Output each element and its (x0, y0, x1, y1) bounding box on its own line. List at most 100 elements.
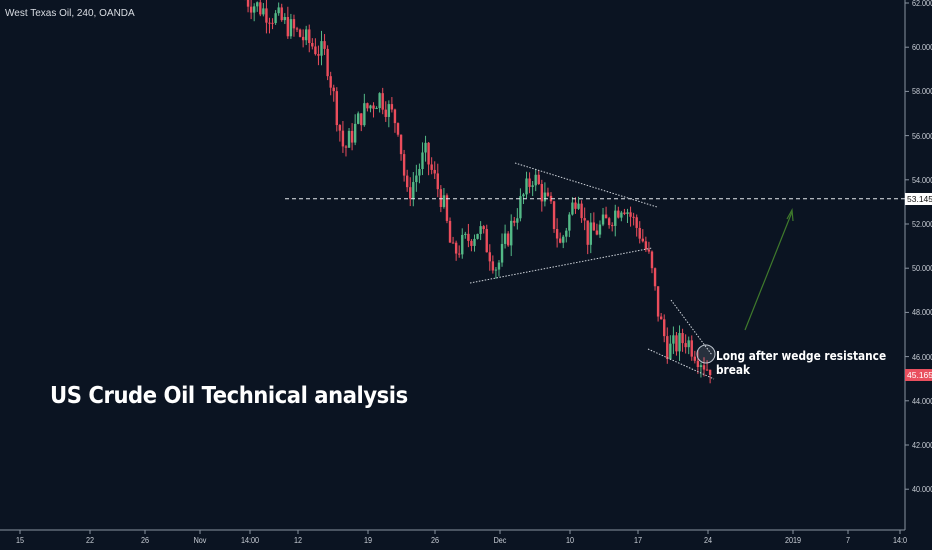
candle-up (375, 108, 378, 110)
candle-down (271, 22, 274, 24)
candle-down (470, 240, 473, 246)
candle-down (540, 184, 544, 202)
candle-down (341, 130, 345, 147)
chart-title: US Crude Oil Technical analysis (50, 383, 408, 409)
candle-down (259, 2, 262, 15)
candle-down (298, 29, 302, 37)
price-tick-label: 42.000 (912, 440, 932, 450)
candle-up (274, 13, 277, 24)
time-tick-label: 15 (15, 535, 25, 545)
candle-down (708, 369, 712, 376)
time-tick-label: 14:00 (240, 535, 260, 545)
candle-up (500, 243, 504, 263)
candle-down (350, 130, 354, 143)
candle-down (653, 268, 657, 287)
candle-down (506, 233, 510, 246)
candle-down (317, 54, 320, 56)
candle-up (289, 19, 293, 37)
candle-up (534, 174, 537, 186)
candle-down (684, 343, 687, 348)
price-tick-label: 52.000 (912, 219, 932, 229)
time-tick-label: 2019 (784, 535, 802, 545)
candle-up (252, 6, 256, 13)
candle-down (595, 230, 599, 235)
candle-down (647, 249, 651, 252)
candle-down (335, 91, 338, 126)
candle-up (415, 175, 418, 183)
candle-up (589, 222, 592, 245)
candle-up (497, 262, 501, 270)
candle-down (552, 201, 556, 229)
candle-down (702, 365, 706, 370)
time-tick-label: 12 (293, 535, 303, 545)
candle-down (301, 36, 305, 41)
candle-down (546, 192, 550, 196)
candle-down (451, 242, 455, 244)
candle-down (467, 233, 470, 241)
time-tick-label: Nov (193, 535, 207, 545)
candle-up (565, 230, 568, 237)
candle-up (412, 182, 415, 199)
price-tick-label: 58.000 (912, 86, 932, 97)
candle-down (314, 46, 317, 55)
price-tick-label: 60.000 (912, 42, 932, 53)
wedge-upper-line (670, 299, 713, 356)
candle-up (353, 123, 357, 143)
candle-up (678, 333, 681, 352)
candle-down (381, 93, 384, 110)
candle-down (268, 22, 271, 24)
candle-up (519, 196, 522, 219)
candle-down (604, 214, 608, 219)
time-tick-label: 19 (363, 535, 373, 545)
candle-up (503, 233, 507, 244)
candle-up (620, 212, 623, 218)
price-tick-label: 40.000 (912, 484, 932, 495)
annotation-text: Long after wedge resistance break (716, 349, 887, 377)
candle-down (249, 6, 253, 13)
candle-up (283, 17, 286, 21)
candle-up (577, 203, 580, 209)
candle-down (617, 210, 620, 218)
candle-down (344, 146, 348, 148)
time-tick-label: 24 (703, 535, 713, 545)
candle-down (409, 187, 412, 199)
candle-down (611, 225, 614, 227)
candle-up (525, 178, 528, 195)
candle-down (405, 175, 409, 188)
candle-down (402, 154, 406, 176)
candle-down (430, 164, 433, 170)
candle-up (424, 142, 427, 153)
candle-up (418, 169, 421, 176)
candle-down (681, 333, 684, 344)
price-tick-label: 50.000 (912, 263, 932, 274)
candle-down (482, 226, 485, 230)
triangle-lower-line (469, 247, 653, 284)
candle-up (562, 236, 565, 243)
candle-down (329, 76, 332, 88)
price-tick-label: 62.000 (912, 0, 932, 8)
candle-up (687, 340, 690, 348)
candle-up (699, 365, 703, 368)
candle-up (442, 195, 446, 207)
candle-up (378, 93, 381, 109)
candle-down (372, 105, 375, 109)
candle-up (494, 269, 498, 271)
time-tick-label: 26 (140, 535, 150, 545)
candle-up (357, 113, 360, 124)
candle-down (690, 340, 693, 357)
candle-up (262, 8, 265, 15)
last-price-label: 45.165 (905, 369, 932, 382)
candle-up (669, 343, 672, 360)
time-tick-label: 7 (845, 535, 851, 545)
candle-down (659, 316, 663, 320)
symbol-label: West Texas Oil, 240, OANDA (5, 8, 135, 19)
candle-up (571, 202, 574, 215)
level-price-label: 53.145 (905, 192, 932, 205)
candle-down (693, 356, 697, 361)
time-tick-label: 26 (430, 535, 440, 545)
candle-down (390, 104, 394, 110)
candle-down (384, 109, 387, 117)
candle-up (598, 224, 602, 235)
